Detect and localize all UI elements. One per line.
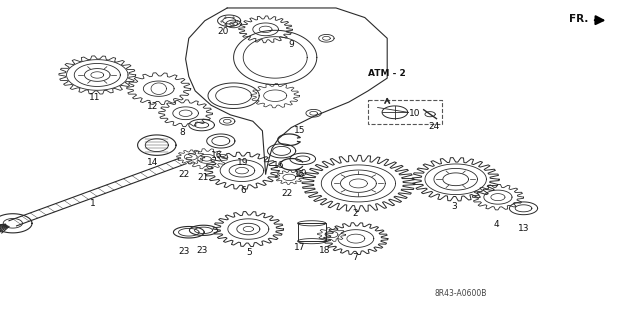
Text: 14: 14 [147, 158, 158, 167]
Text: 2: 2 [353, 209, 358, 218]
Bar [368, 100, 442, 124]
Text: 15: 15 [294, 126, 305, 135]
Text: 5: 5 [247, 248, 252, 256]
Text: 13: 13 [518, 224, 529, 233]
Text: 4: 4 [493, 220, 499, 229]
Text: 16: 16 [273, 161, 284, 170]
Text: 18: 18 [319, 246, 331, 255]
Text: 23: 23 [179, 247, 190, 256]
Text: 3: 3 [452, 202, 457, 211]
Text: FR.: FR. [570, 14, 589, 24]
Text: 22: 22 [179, 170, 190, 179]
Text: 20: 20 [217, 27, 228, 36]
Text: 8R43-A0600B: 8R43-A0600B [435, 289, 487, 298]
Text: 15: 15 [294, 170, 305, 179]
Text: 17: 17 [294, 243, 305, 252]
Text: ATM - 2: ATM - 2 [369, 69, 406, 78]
Text: 10: 10 [409, 109, 420, 118]
Text: 19: 19 [296, 169, 308, 178]
Text: 12: 12 [147, 102, 158, 111]
Text: 24: 24 [428, 122, 440, 131]
Text: 11: 11 [89, 93, 100, 102]
Text: 23: 23 [196, 246, 207, 255]
Text: 9: 9 [289, 40, 294, 48]
Text: 22: 22 [281, 189, 292, 198]
Text: 6: 6 [241, 186, 246, 195]
Text: 16: 16 [211, 151, 222, 160]
Text: 8: 8 [180, 128, 185, 137]
Text: 21: 21 [198, 173, 209, 182]
Text: 19: 19 [237, 158, 249, 167]
Text: 1: 1 [90, 199, 95, 208]
Text: 7: 7 [353, 253, 358, 262]
